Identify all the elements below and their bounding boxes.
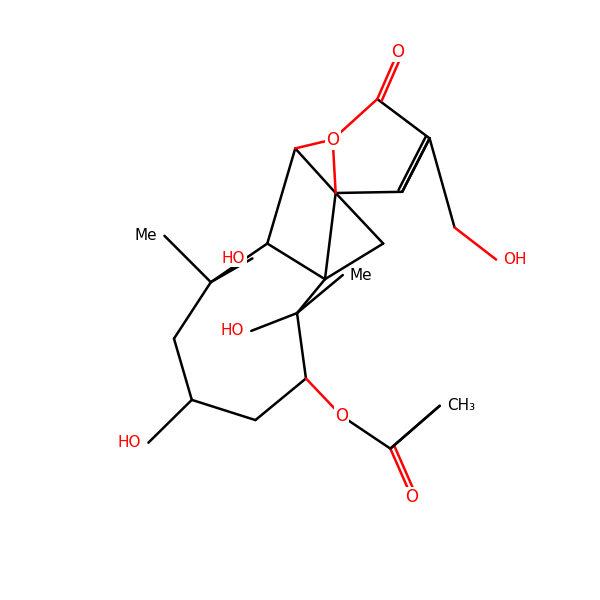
Text: HO: HO [118, 435, 141, 450]
Text: CH₃: CH₃ [447, 398, 475, 413]
Text: O: O [405, 488, 418, 506]
Text: O: O [335, 407, 348, 425]
Text: O: O [392, 43, 404, 61]
Text: OH: OH [503, 252, 527, 267]
Text: O: O [326, 131, 339, 149]
Text: Me: Me [135, 229, 157, 244]
Text: HO: HO [221, 323, 244, 338]
Text: Me: Me [350, 268, 373, 283]
Text: HO: HO [222, 251, 245, 266]
